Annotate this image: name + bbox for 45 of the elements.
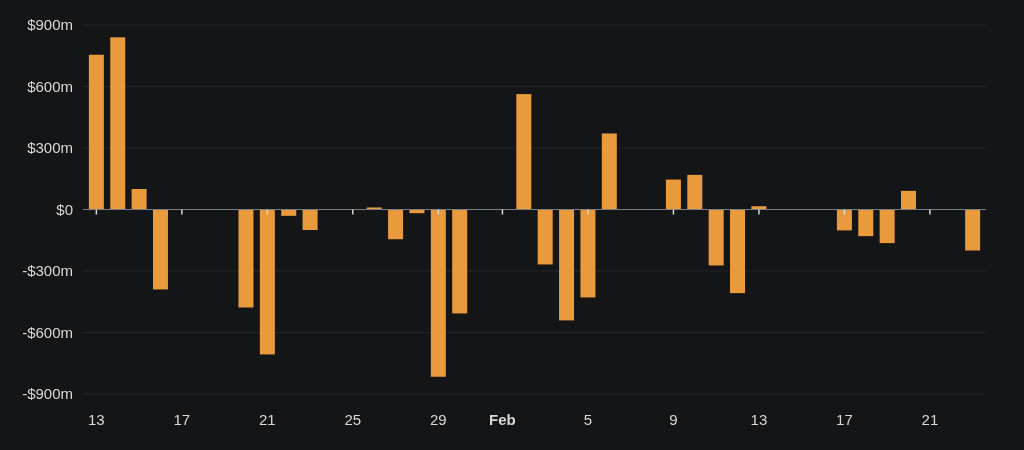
bar [110,37,126,210]
bar [687,174,703,210]
bar [366,207,382,210]
x-tick-label: Feb [489,411,516,429]
bar [836,209,852,231]
bar [302,209,318,230]
bar [730,209,746,294]
y-tick-label: $600m [27,77,73,95]
y-tick-label: $900m [27,16,73,34]
x-tick-label: 21 [921,411,939,429]
x-tick-label: 25 [344,411,362,429]
bar [259,209,275,355]
y-tick-label: -$300m [22,262,73,280]
bar [238,209,254,308]
x-tick-label: 9 [669,411,678,429]
bar [537,209,553,265]
x-tick-label: 5 [583,411,593,429]
x-tick-label: 17 [836,411,853,429]
bar [858,209,874,237]
y-tick-label: -$900m [22,385,73,403]
bar [879,209,895,244]
y-tick-label: $300m [27,139,73,157]
bar [281,209,297,216]
bar [131,189,147,210]
x-tick-label: 13 [750,411,768,429]
bar [965,209,981,251]
bar [430,209,446,377]
bar [388,209,404,240]
bar [601,133,617,210]
y-tick-label: $0 [56,200,73,218]
bar [665,179,681,210]
bar [559,209,575,321]
bar [452,209,468,314]
x-tick-label: 17 [173,411,191,429]
bar [751,206,767,210]
bar [708,209,724,266]
x-tick-label: 29 [429,411,447,429]
bar [152,209,168,290]
x-tick-label: 13 [88,411,105,429]
x-tick-label: 21 [259,411,276,429]
bar [516,94,532,210]
bar [901,190,917,210]
bar [88,54,104,210]
bar [580,209,596,298]
y-tick-label: -$600m [22,323,73,341]
